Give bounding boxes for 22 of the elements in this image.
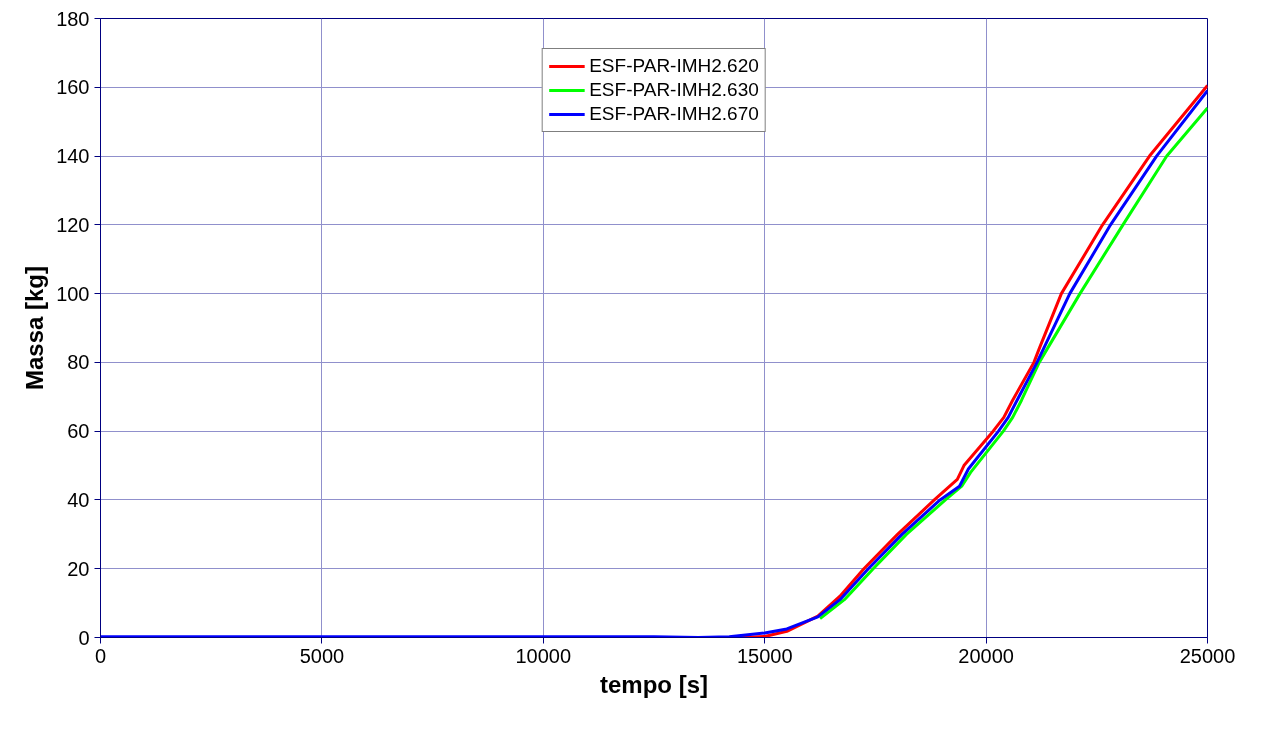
y-tick-label: 40: [67, 488, 90, 511]
y-tick-label: 100: [56, 282, 90, 305]
x-tick-label: 0: [94, 644, 107, 667]
legend-label: ESF-PAR-IMH2.620: [589, 55, 759, 77]
x-tick-label: 5000: [299, 644, 345, 667]
y-tick-label: 140: [56, 145, 90, 168]
y-tick-label: 60: [67, 420, 90, 443]
y-tick-label: 180: [56, 7, 90, 30]
line-series: [818, 106, 1208, 621]
x-tick-label: 20000: [958, 644, 1014, 667]
x-tick-label: 25000: [1179, 644, 1236, 667]
x-tick-label: 15000: [736, 644, 793, 667]
x-axis-title: tempo [s]: [600, 670, 708, 698]
x-tick-label: 10000: [515, 644, 572, 667]
legend-label: ESF-PAR-IMH2.670: [589, 103, 759, 125]
legend-label: ESF-PAR-IMH2.630: [589, 79, 759, 101]
y-tick-label: 120: [56, 213, 90, 236]
y-axis-title: Massa [kg]: [21, 265, 49, 391]
y-tick-label: 20: [67, 557, 90, 580]
y-tick-label: 0: [78, 626, 90, 649]
y-tick-label: 80: [67, 351, 90, 374]
y-tick-label: 160: [56, 76, 90, 99]
